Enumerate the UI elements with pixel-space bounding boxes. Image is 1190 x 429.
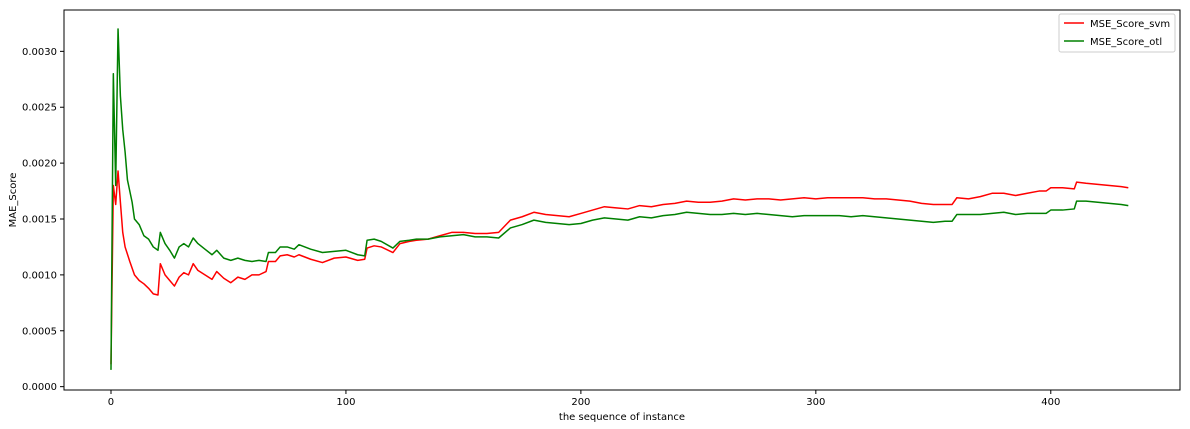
- plot-frame: [63, 9, 1181, 391]
- plot-area: [64, 10, 1180, 390]
- y-tick-label: 0.0010: [22, 270, 57, 281]
- legend-label-svm: MSE_Score_svm: [1090, 19, 1170, 30]
- x-tick-label: 300: [806, 397, 825, 408]
- y-axis-ticks: 0.0000 0.0005 0.0010 0.0015 0.0020 0.0025 0.00…: [22, 47, 64, 393]
- y-tick-label: 0.0025: [22, 103, 57, 114]
- y-tick-label: 0.0020: [22, 159, 57, 170]
- legend-label-otl: MSE_Score_otl: [1090, 37, 1162, 48]
- x-tick-label: 400: [1041, 397, 1060, 408]
- x-tick-label: 0: [108, 397, 114, 408]
- x-tick-label: 200: [571, 397, 590, 408]
- x-axis-ticks: 0 100 200 300 400: [108, 390, 1060, 408]
- y-axis-label: MAE_Score: [8, 173, 19, 228]
- series-layer: [110, 28, 1129, 370]
- y-tick-label: 0.0015: [22, 215, 57, 226]
- legend-box: [1058, 13, 1176, 53]
- x-tick-label: 100: [336, 397, 355, 408]
- series-line-otl: [110, 28, 1129, 370]
- series-line-svm: [110, 170, 1129, 365]
- x-axis-label: the sequence of instance: [559, 412, 685, 423]
- legend: MSE_Score_svm MSE_Score_otl: [1058, 13, 1176, 53]
- y-tick-label: 0.0000: [22, 382, 57, 393]
- y-tick-label: 0.0005: [22, 326, 57, 337]
- axes-layer: [63, 9, 1181, 391]
- y-tick-label: 0.0030: [22, 47, 57, 58]
